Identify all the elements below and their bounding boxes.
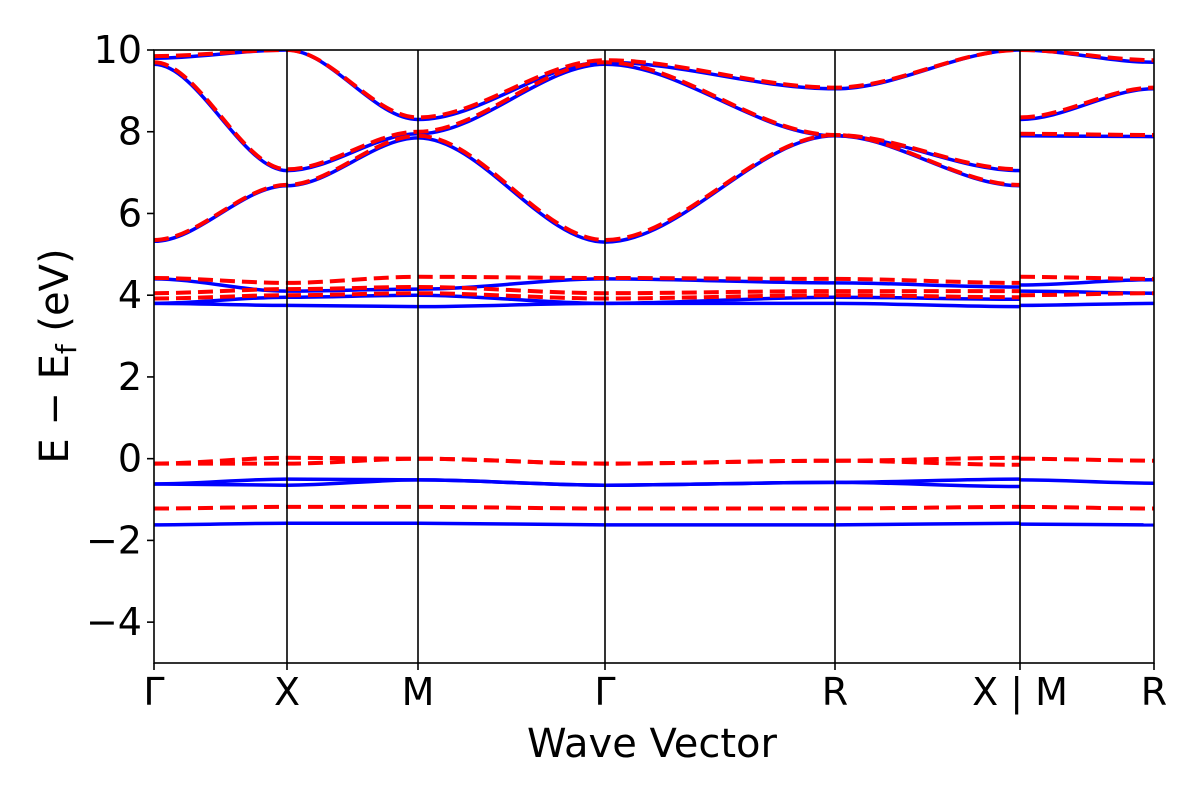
- band-line: [1019, 478, 1154, 485]
- bands-group: [154, 50, 1154, 527]
- x-tick-label: R: [1141, 670, 1167, 714]
- y-axis-title-main: E − E: [32, 354, 78, 464]
- band-line: [1019, 274, 1154, 281]
- band-line: [1019, 131, 1154, 137]
- y-axis-title-subscript: f: [50, 343, 83, 354]
- y-tick-label: 10: [94, 28, 142, 72]
- y-tick-label: −4: [86, 600, 142, 644]
- plot-frame: [153, 49, 1155, 664]
- y-tick-label: 6: [118, 191, 142, 235]
- y-tick-label: 2: [118, 355, 142, 399]
- x-axis-title: Wave Vector: [527, 721, 778, 767]
- x-tick-label: M: [402, 670, 435, 714]
- y-axis-title: E − Ef (eV): [32, 248, 83, 463]
- series-blue-solid: [154, 50, 1154, 527]
- x-tick-label: R: [822, 670, 848, 714]
- band-line: [1019, 504, 1154, 511]
- plot-area: [154, 50, 1154, 663]
- band-line: [154, 134, 1021, 244]
- y-axis-title-unit: (eV): [32, 248, 78, 344]
- band-line: [1019, 456, 1154, 463]
- y-tick-label: 4: [118, 273, 142, 317]
- x-tick-label: X | M: [972, 670, 1068, 715]
- y-tick-label: −2: [86, 518, 142, 562]
- band-line: [1019, 291, 1154, 298]
- band-line: [1019, 301, 1154, 308]
- y-tick-label: 0: [118, 437, 142, 481]
- x-tick-label: X: [274, 670, 300, 714]
- band-line: [1019, 85, 1154, 120]
- y-axis: −4 −2 0 2 4 6 8 10: [86, 28, 154, 644]
- x-tick-label: Γ: [594, 670, 615, 714]
- band-line: [1019, 522, 1154, 527]
- band-line: [154, 504, 1021, 511]
- x-axis: Γ X M Γ R X | M R: [143, 663, 1167, 715]
- band-line: [154, 521, 1021, 527]
- band-line: [154, 50, 1021, 120]
- band-line: [154, 456, 1021, 467]
- y-tick-label: 8: [118, 110, 142, 154]
- band-line: [154, 60, 1021, 172]
- x-tick-label: Γ: [143, 670, 164, 714]
